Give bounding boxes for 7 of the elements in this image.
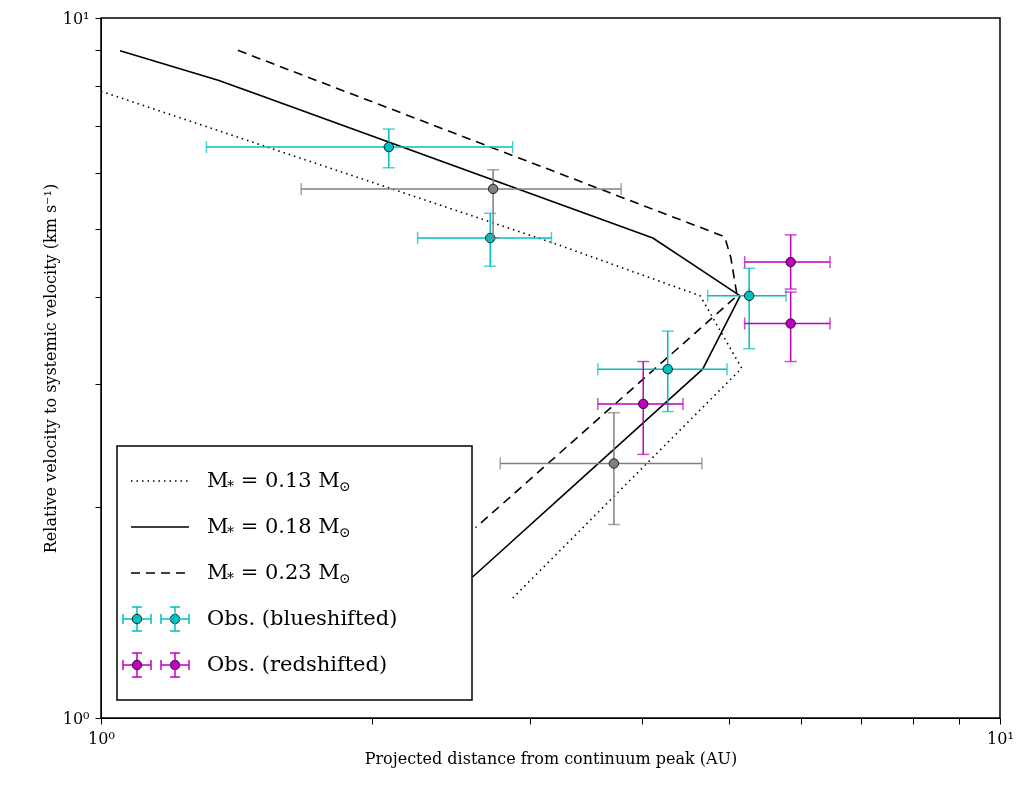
legend-label: Obs. (redshifted): [207, 652, 388, 676]
legend-label: M* = 0.18 M⊙: [207, 514, 351, 540]
legend-label: Obs. (blueshifted): [207, 606, 398, 630]
x-axis-title: Projected distance from continuum peak (AU): [364, 748, 738, 768]
legend-label: M* = 0.23 M⊙: [207, 560, 351, 586]
y-axis-title: Relative velocity to systemic velocity (km s⁻¹): [40, 183, 60, 554]
legend-label: M* = 0.13 M⊙: [207, 468, 351, 494]
